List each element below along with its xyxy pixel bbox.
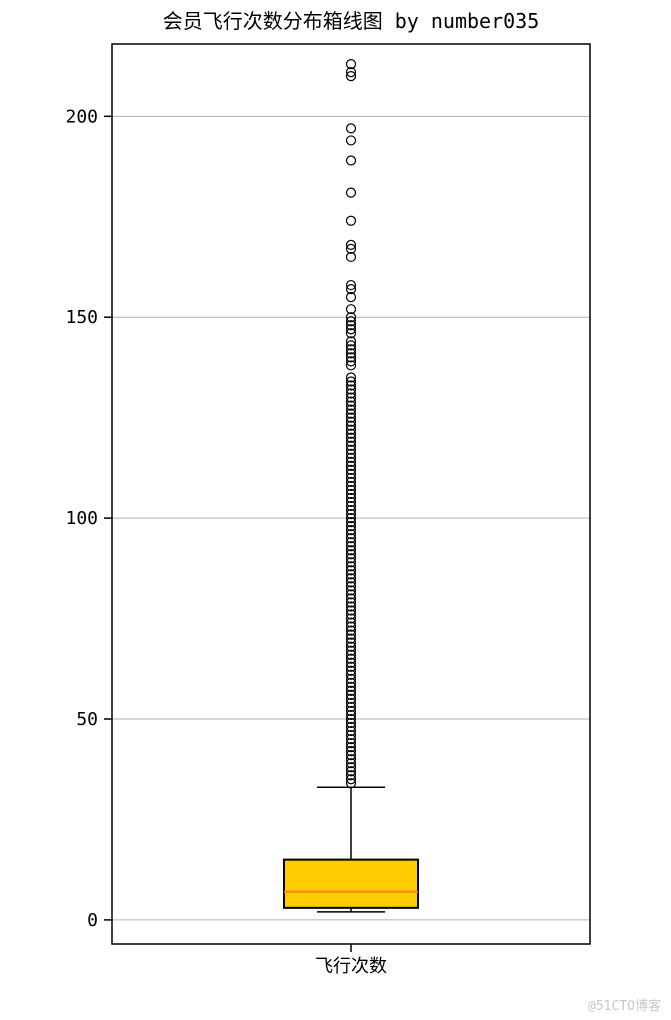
ytick-label: 150 [65,307,98,328]
ytick-label: 100 [65,508,98,529]
box [284,860,418,908]
chart-container: 0 50 100 150 200 飞行次数 会员飞行次数分布箱线图 by number035… [0,0,671,1020]
ytick-label: 200 [65,106,98,127]
ytick-label: 50 [76,709,98,730]
xlabel: 飞行次数 [315,956,387,977]
boxplot-chart: 0 50 100 150 200 飞行次数 会员飞行次数分布箱线图 by number035 [0,0,671,1020]
ytick-label: 0 [87,910,98,931]
watermark: @51CTO博客 [588,995,661,1014]
chart-title: 会员飞行次数分布箱线图 by number035 [163,9,540,33]
